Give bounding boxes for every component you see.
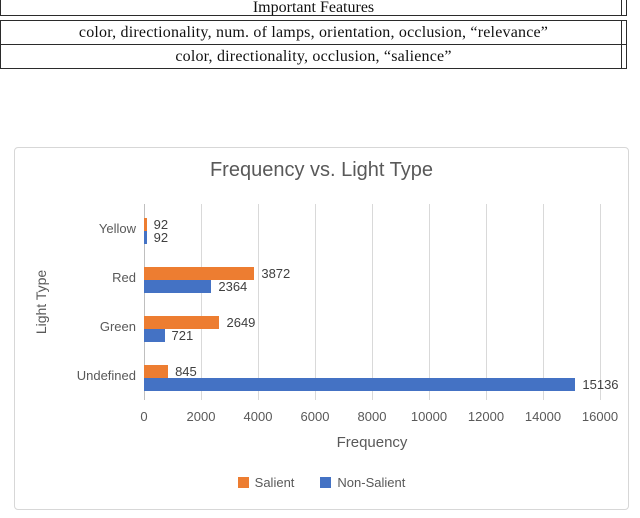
legend-label: Non-Salient (337, 475, 406, 490)
table-body: color, directionality, num. of lamps, or… (0, 20, 627, 69)
category-label: Red (112, 270, 136, 285)
y-axis-line (144, 204, 145, 400)
x-tick-label: 10000 (410, 409, 448, 424)
value-label: 92 (153, 229, 169, 245)
x-tick-label: 14000 (524, 409, 562, 424)
bar-salient (144, 217, 147, 231)
chart-legend: Salient Non-Salient (15, 475, 628, 490)
value-label: 721 (171, 327, 194, 343)
x-axis-title: Frequency (336, 434, 408, 451)
category-label: Undefined (76, 368, 136, 383)
category-label: Green (99, 319, 136, 334)
x-tick-label: 4000 (243, 409, 273, 424)
gridline (258, 204, 259, 400)
gridline (600, 204, 601, 400)
frequency-chart-card: Frequency vs. Light Type Light Type Yell… (14, 147, 629, 510)
x-tick-label: 16000 (581, 409, 619, 424)
category-label: Yellow (98, 221, 136, 236)
legend-swatch-non-salient (320, 477, 332, 488)
x-tick-label: 6000 (300, 409, 330, 424)
plot-area: 92 92 3872 2364 2649 721 845 15136 (144, 204, 619, 400)
x-tick-label: 2000 (186, 409, 216, 424)
x-axis-ticks: 0 2000 4000 6000 8000 10000 12000 14000 16000 (15, 148, 628, 509)
value-label: 845 (175, 363, 197, 379)
gridline (315, 204, 316, 400)
table-header-label: Important Features (252, 0, 375, 16)
legend-swatch-salient (237, 477, 249, 488)
value-label: 15136 (582, 376, 619, 392)
bar-non-salient (144, 279, 212, 293)
table-header-row: Important Features (0, 0, 627, 16)
important-features-table: Important Features color, directionality… (0, 0, 627, 69)
bar-non-salient (144, 328, 165, 342)
legend-item: Salient (237, 475, 295, 490)
value-label: 2649 (226, 314, 256, 330)
value-label: 2364 (218, 278, 248, 294)
category-axis: Yellow Red Green Undefined (15, 204, 136, 400)
gridline (372, 204, 373, 400)
gridline (201, 204, 202, 400)
x-tick-label: 0 (140, 409, 148, 424)
value-label: 3872 (261, 265, 291, 281)
x-tick-label: 8000 (357, 409, 387, 424)
bar-non-salient (144, 377, 576, 391)
bar-salient (144, 315, 220, 329)
legend-label: Salient (254, 475, 295, 490)
chart-title: Frequency vs. Light Type (209, 159, 434, 181)
table-row: color, directionality, num. of lamps, or… (1, 21, 626, 45)
bar-salient (144, 364, 169, 378)
bar-non-salient (144, 230, 147, 244)
gridline (429, 204, 430, 400)
table-row: color, directionality, occlusion, “salie… (175, 47, 452, 65)
gridline (543, 204, 544, 400)
bar-salient (144, 266, 255, 280)
value-label: 92 (153, 216, 169, 232)
legend-item: Non-Salient (320, 475, 405, 490)
x-tick-label: 12000 (467, 409, 505, 424)
gridline (486, 204, 487, 400)
